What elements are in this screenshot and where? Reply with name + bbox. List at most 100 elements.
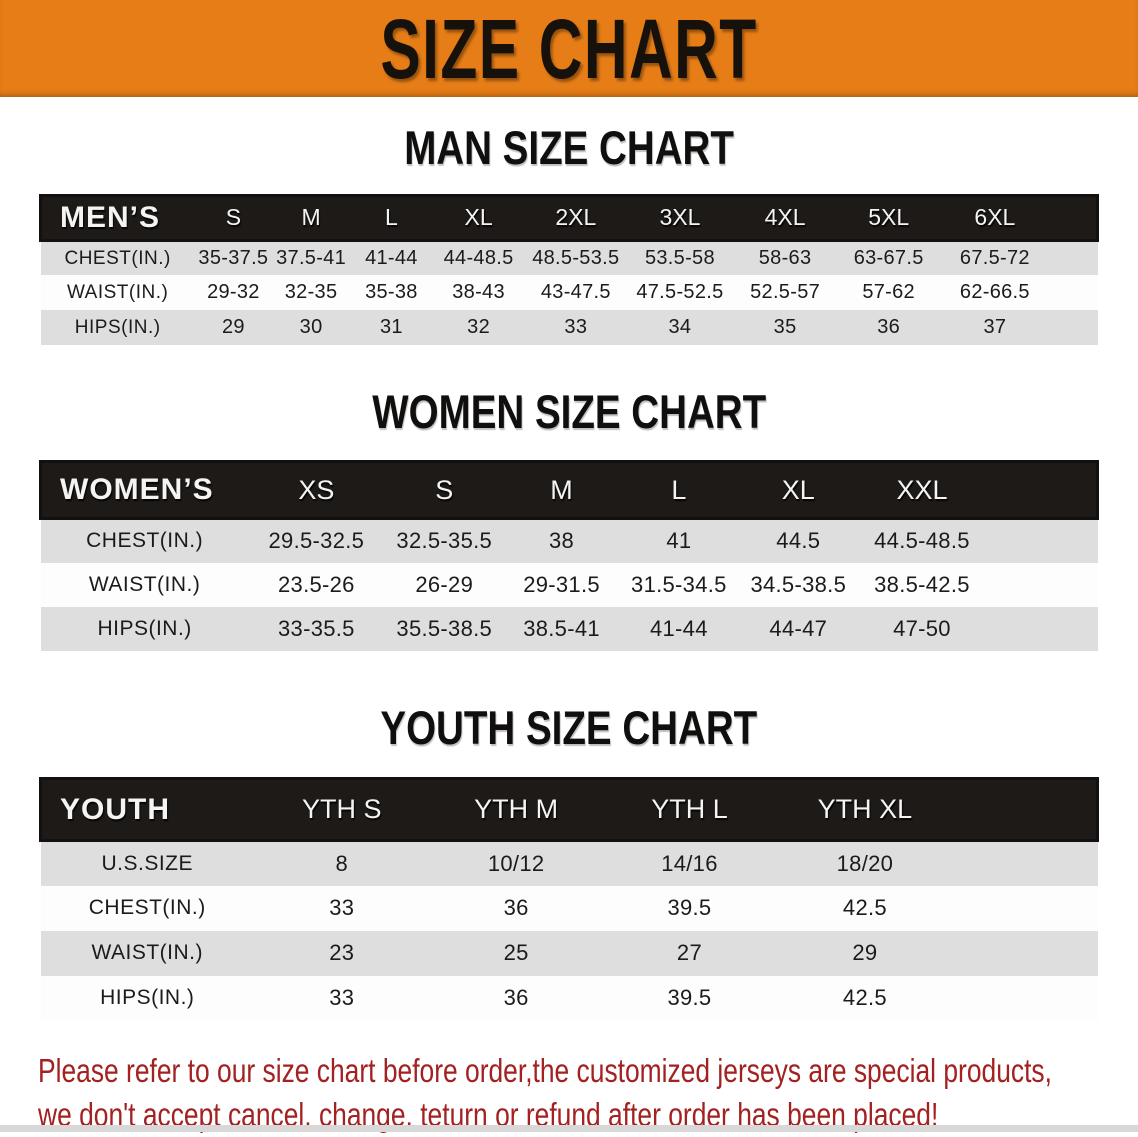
size-value-cell: 53.5-58 bbox=[644, 247, 715, 269]
size-column-header: S bbox=[194, 193, 272, 242]
row-label: HIPS(IN.) bbox=[97, 616, 192, 640]
size-column-header: 5XL bbox=[837, 193, 940, 242]
size-column-header: 4XL bbox=[732, 193, 838, 242]
size-value-cell: 41-44 bbox=[649, 615, 708, 641]
measurement-row: WAIST(IN.) 29-32 32-35 35-38 38-43 43-47.5 47.… bbox=[40, 275, 1098, 311]
header-spacer bbox=[986, 460, 1100, 520]
size-value-cell: 57-62 bbox=[862, 281, 915, 304]
row-label: WAIST(IN.) bbox=[91, 941, 204, 965]
size-value-cell: 31.5-34.5 bbox=[631, 571, 727, 597]
measurement-row: CHEST(IN.) 33 36 39.5 42.5 bbox=[40, 885, 1098, 931]
size-value-cell: 44-48.5 bbox=[443, 247, 514, 269]
row-spacer bbox=[954, 886, 1098, 931]
size-value-cell: 18/20 bbox=[836, 851, 894, 876]
size-column-header: YTH XL bbox=[776, 777, 954, 843]
size-value-cell: 33 bbox=[329, 985, 355, 1011]
size-value-cell: 38.5-41 bbox=[523, 615, 600, 641]
size-column-header: YTH S bbox=[254, 777, 430, 843]
table-header-label: MEN’S bbox=[38, 193, 195, 242]
row-spacer bbox=[954, 976, 1098, 1021]
size-value-cell: 39.5 bbox=[667, 895, 712, 921]
header-spacer bbox=[1049, 193, 1099, 242]
size-value-cell: 35-37.5 bbox=[198, 247, 269, 269]
size-column-header: XXL bbox=[857, 460, 987, 520]
size-value-cell: 14/16 bbox=[661, 851, 718, 876]
women-section-title-row: WOMEN SIZE CHART bbox=[0, 386, 1138, 438]
size-value-cell: 29-31.5 bbox=[523, 571, 600, 597]
row-spacer bbox=[1050, 275, 1098, 310]
size-value-cell: 32 bbox=[467, 316, 491, 339]
disclaimer-line-1: Please refer to our size chart before or… bbox=[38, 1051, 1052, 1089]
measurement-row: U.S.SIZE 8 10/12 14/16 18/20 bbox=[40, 840, 1098, 886]
row-label: WAIST(IN.) bbox=[66, 281, 169, 303]
row-spacer bbox=[954, 841, 1098, 886]
size-value-cell: 29 bbox=[852, 940, 878, 966]
size-value-cell: 44-47 bbox=[769, 615, 828, 641]
size-value-cell: 33 bbox=[564, 316, 588, 339]
women-size-section: WOMEN SIZE CHART WOMEN’S XS S M L XL XXL CHEST(… bbox=[0, 386, 1138, 651]
size-value-cell: 41 bbox=[666, 528, 692, 554]
table-header-label: YOUTH bbox=[39, 777, 254, 843]
size-value-cell: 25 bbox=[503, 940, 529, 966]
size-value-cell: 35-38 bbox=[365, 281, 418, 304]
size-value-cell: 30 bbox=[299, 316, 323, 339]
measurement-row: HIPS(IN.) 33-35.5 35.5-38.5 38.5-41 41-44 44-… bbox=[40, 606, 1098, 651]
size-value-cell: 31 bbox=[379, 316, 403, 339]
size-column-header: 2XL bbox=[524, 193, 628, 242]
size-column-header: XL bbox=[739, 460, 858, 520]
row-spacer bbox=[986, 519, 1097, 563]
size-value-cell: 38.5-42.5 bbox=[874, 571, 970, 597]
size-value-cell: 33-35.5 bbox=[278, 615, 355, 641]
size-value-cell: 29.5-32.5 bbox=[268, 528, 365, 554]
youth-section-title-row: YOUTH SIZE CHART bbox=[0, 702, 1138, 754]
measurement-row: CHEST(IN.) 29.5-32.5 32.5-35.5 38 41 44.5 44.5… bbox=[40, 518, 1098, 563]
men-section-title-row: MAN SIZE CHART bbox=[0, 122, 1138, 174]
bottom-edge-strip bbox=[0, 1125, 1138, 1132]
size-value-cell: 38-43 bbox=[452, 281, 505, 304]
order-disclaimer: Please refer to our size chart before or… bbox=[0, 1049, 1138, 1137]
size-column-header: YTH L bbox=[602, 777, 777, 843]
measurement-row: CHEST(IN.) 35-37.5 37.5-41 41-44 44-48.5 48.5… bbox=[40, 240, 1098, 276]
size-column-header: 3XL bbox=[627, 193, 733, 242]
size-value-cell: 10/12 bbox=[487, 851, 545, 876]
size-value-cell: 44.5 bbox=[776, 528, 821, 554]
size-value-cell: 67.5-72 bbox=[959, 247, 1030, 269]
men-size-section: MAN SIZE CHART MEN’S S M L XL 2XL 3XL 4XL 5XL 6XL… bbox=[0, 122, 1138, 346]
size-value-cell: 62-66.5 bbox=[959, 281, 1030, 304]
size-value-cell: 32.5-35.5 bbox=[396, 528, 493, 554]
size-value-cell: 35 bbox=[773, 316, 797, 339]
measurement-row: HIPS(IN.) 33 36 39.5 42.5 bbox=[40, 975, 1098, 1021]
size-value-cell: 37 bbox=[983, 316, 1007, 339]
row-label: WAIST(IN.) bbox=[88, 572, 201, 596]
size-column-header: M bbox=[271, 193, 351, 242]
size-column-header: L bbox=[618, 460, 740, 520]
youth-size-section: YOUTH SIZE CHART YOUTH YTH S YTH M YTH L YTH… bbox=[0, 702, 1138, 1021]
size-value-cell: 32-35 bbox=[284, 281, 338, 304]
size-value-cell: 48.5-53.5 bbox=[532, 247, 620, 269]
youth-size-table: YOUTH YTH S YTH M YTH L YTH XL U.S.SIZE 8 10/12… bbox=[39, 777, 1099, 1021]
size-value-cell: 41-44 bbox=[365, 247, 418, 269]
size-value-cell: 38 bbox=[549, 528, 575, 554]
size-value-cell: 37.5-41 bbox=[276, 247, 347, 269]
size-value-cell: 63-67.5 bbox=[853, 247, 924, 269]
size-value-cell: 33 bbox=[329, 895, 355, 921]
size-value-cell: 35.5-38.5 bbox=[396, 615, 493, 641]
size-value-cell: 8 bbox=[335, 851, 348, 876]
row-spacer bbox=[954, 931, 1098, 976]
size-value-cell: 26-29 bbox=[415, 571, 474, 597]
row-label: HIPS(IN.) bbox=[74, 316, 161, 338]
size-value-cell: 34 bbox=[668, 316, 692, 339]
size-value-cell: 29 bbox=[221, 316, 245, 339]
women-size-table: WOMEN’S XS S M L XL XXL CHEST(IN.) 29.5-32.5 32.5… bbox=[38, 460, 1100, 651]
size-value-cell: 27 bbox=[676, 940, 702, 966]
size-value-cell: 29-32 bbox=[207, 281, 260, 304]
size-value-cell: 44.5-48.5 bbox=[874, 528, 970, 554]
size-header-row: YOUTH YTH S YTH M YTH L YTH XL bbox=[39, 777, 1099, 843]
row-label: HIPS(IN.) bbox=[100, 986, 195, 1010]
size-column-header: XL bbox=[432, 193, 525, 242]
row-label: CHEST(IN.) bbox=[86, 529, 204, 553]
size-value-cell: 47.5-52.5 bbox=[636, 281, 724, 304]
size-header-row: WOMEN’S XS S M L XL XXL bbox=[38, 460, 1100, 520]
header-spacer bbox=[953, 777, 1099, 843]
row-spacer bbox=[1050, 310, 1098, 345]
